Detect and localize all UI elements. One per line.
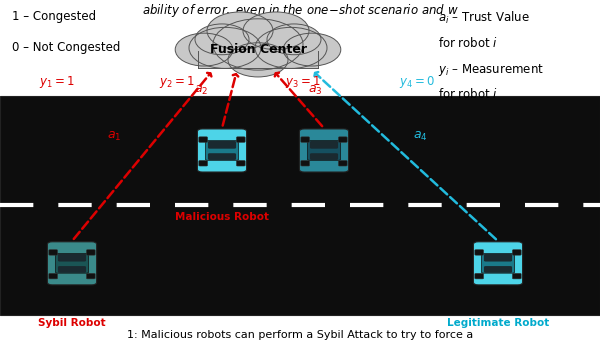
Circle shape	[207, 12, 273, 50]
Text: $a_4$: $a_4$	[413, 130, 427, 143]
Ellipse shape	[53, 246, 97, 286]
FancyBboxPatch shape	[58, 254, 86, 262]
FancyBboxPatch shape	[55, 253, 89, 273]
Circle shape	[228, 43, 288, 77]
FancyBboxPatch shape	[338, 137, 347, 142]
Text: $y_i$ – Measurement: $y_i$ – Measurement	[438, 62, 544, 78]
FancyBboxPatch shape	[512, 250, 521, 255]
Ellipse shape	[305, 133, 349, 173]
FancyBboxPatch shape	[310, 141, 338, 149]
FancyBboxPatch shape	[208, 141, 236, 149]
Text: for robot $i$: for robot $i$	[438, 87, 498, 101]
Text: for robot $i$: for robot $i$	[438, 36, 498, 50]
Text: $a_1$: $a_1$	[107, 130, 121, 143]
Circle shape	[267, 24, 321, 55]
Circle shape	[213, 19, 303, 70]
Circle shape	[175, 33, 233, 66]
FancyBboxPatch shape	[208, 153, 236, 160]
Text: Legitimate Robot: Legitimate Robot	[447, 318, 549, 328]
Text: $y_4 = 0$: $y_4 = 0$	[399, 74, 435, 90]
Text: Sybil Robot: Sybil Robot	[38, 318, 106, 328]
Text: $y_2 = 1$: $y_2 = 1$	[159, 74, 194, 90]
Circle shape	[255, 27, 327, 68]
Text: 1 – Congested: 1 – Congested	[12, 10, 96, 23]
FancyBboxPatch shape	[484, 266, 512, 273]
Text: $a_2$: $a_2$	[194, 84, 208, 97]
Text: $a_i$ – Trust Value: $a_i$ – Trust Value	[438, 10, 530, 26]
FancyBboxPatch shape	[484, 254, 512, 262]
Text: $y_3 = 1$: $y_3 = 1$	[285, 74, 320, 90]
Text: $\it{ability\ of\ error,\ even\ in\ the\ one\!-\!shot\ scenario\ and\ w}$: $\it{ability\ of\ error,\ even\ in\ the\…	[142, 2, 458, 19]
FancyBboxPatch shape	[475, 273, 484, 279]
FancyBboxPatch shape	[310, 153, 338, 160]
Text: 0 – Not Congested: 0 – Not Congested	[12, 41, 121, 54]
FancyBboxPatch shape	[197, 129, 247, 172]
FancyBboxPatch shape	[301, 137, 310, 142]
Circle shape	[189, 27, 261, 68]
Ellipse shape	[479, 246, 523, 286]
Text: 1: Malicious robots can perform a Sybil Attack to try to force a: 1: Malicious robots can perform a Sybil …	[127, 330, 473, 340]
Bar	[198, 46, 318, 68]
Text: Fusion Center: Fusion Center	[209, 43, 307, 56]
FancyBboxPatch shape	[307, 141, 341, 160]
Circle shape	[195, 24, 249, 55]
Text: $y_1 = 1$: $y_1 = 1$	[39, 74, 74, 90]
FancyBboxPatch shape	[475, 250, 484, 255]
FancyBboxPatch shape	[236, 137, 245, 142]
Text: $a_3$: $a_3$	[308, 84, 322, 97]
FancyBboxPatch shape	[301, 160, 310, 166]
Text: Malicious Robot: Malicious Robot	[175, 212, 269, 222]
FancyBboxPatch shape	[299, 129, 349, 172]
FancyBboxPatch shape	[86, 250, 95, 255]
FancyBboxPatch shape	[512, 273, 521, 279]
FancyBboxPatch shape	[49, 273, 58, 279]
FancyBboxPatch shape	[481, 253, 515, 273]
FancyBboxPatch shape	[199, 160, 208, 166]
FancyBboxPatch shape	[49, 250, 58, 255]
Bar	[0, 96, 600, 315]
Circle shape	[283, 33, 341, 66]
FancyBboxPatch shape	[86, 273, 95, 279]
FancyBboxPatch shape	[199, 137, 208, 142]
Circle shape	[243, 12, 309, 50]
FancyBboxPatch shape	[236, 160, 245, 166]
FancyBboxPatch shape	[205, 141, 239, 160]
FancyBboxPatch shape	[58, 266, 86, 273]
FancyBboxPatch shape	[47, 242, 97, 285]
Ellipse shape	[203, 133, 247, 173]
FancyBboxPatch shape	[473, 242, 523, 285]
FancyBboxPatch shape	[338, 160, 347, 166]
